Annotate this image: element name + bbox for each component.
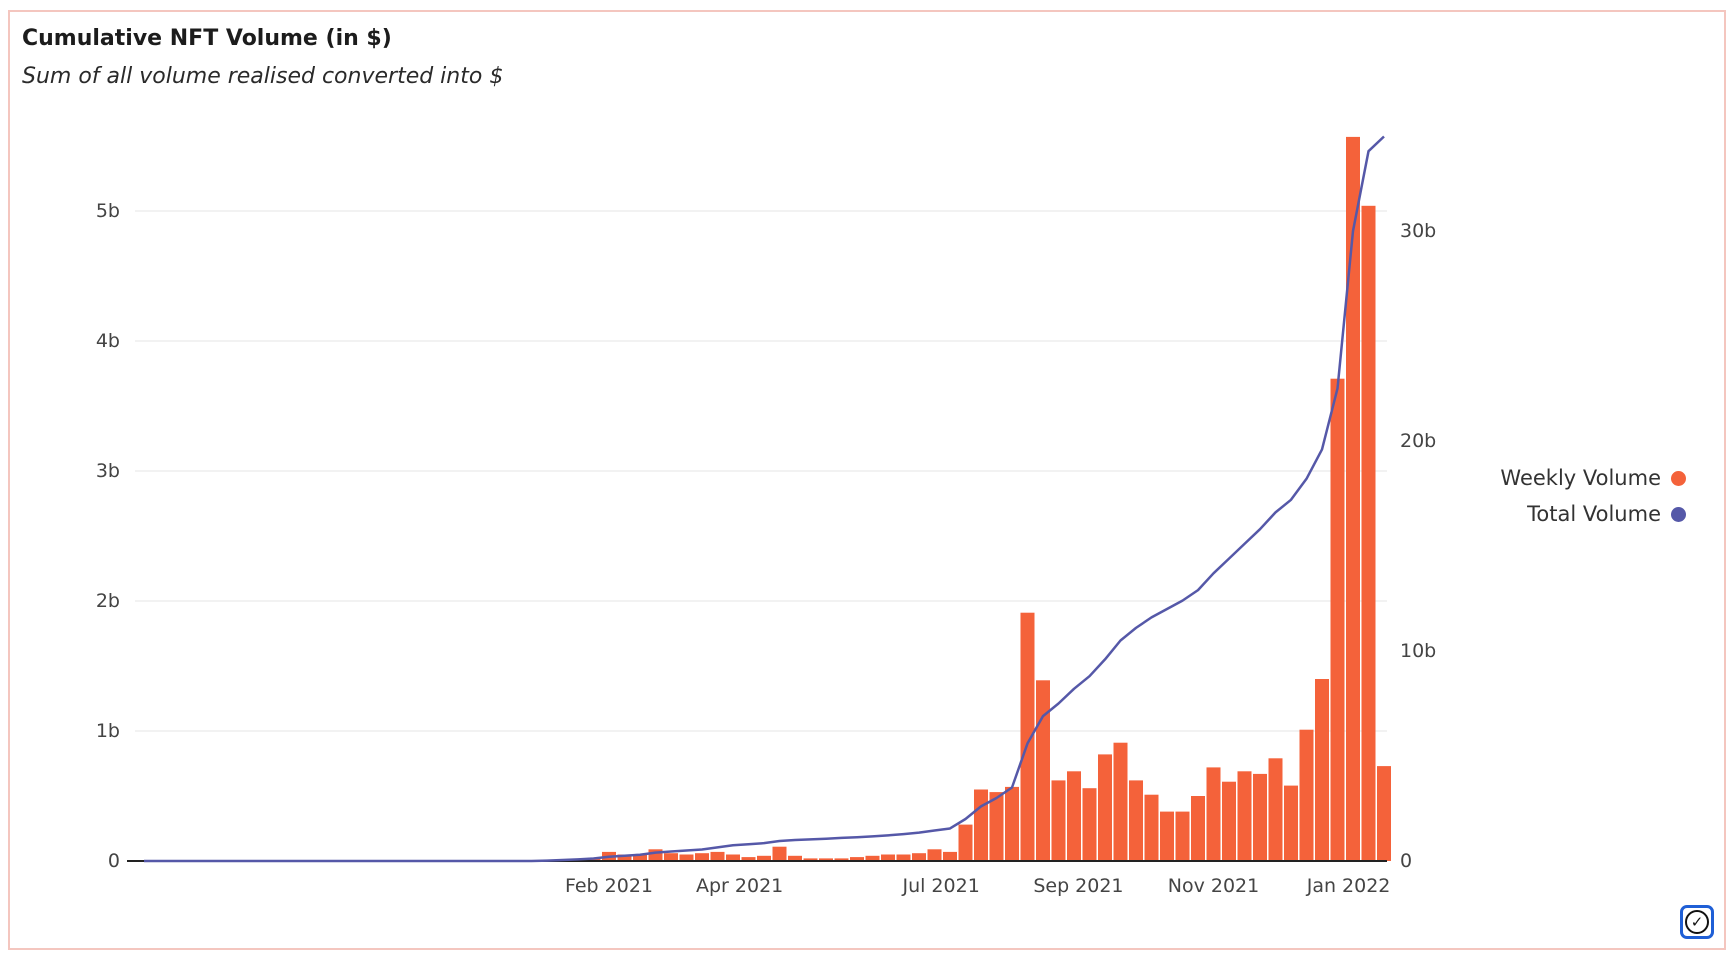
chart-subtitle: Sum of all volume realised converted int… xyxy=(22,64,504,89)
legend-item-weekly[interactable]: Weekly Volume xyxy=(1500,466,1686,490)
legend-label: Total Volume xyxy=(1527,502,1661,526)
weekly-volume-bar xyxy=(1206,767,1221,861)
weekly-volume-bar xyxy=(912,853,926,861)
weekly-volume-bar xyxy=(865,855,880,861)
y-right-tick-label: 10b xyxy=(1400,640,1436,662)
weekly-volume-bar xyxy=(1191,796,1205,861)
legend-item-total[interactable]: Total Volume xyxy=(1527,502,1686,526)
weekly-volume-bar xyxy=(1160,811,1174,861)
weekly-volume-bar xyxy=(633,854,647,861)
weekly-volume-bar xyxy=(757,855,771,861)
weekly-volume-bar xyxy=(1361,205,1376,862)
checkmark-icon: ✓ xyxy=(1685,910,1709,934)
chart-title: Cumulative NFT Volume (in $) xyxy=(22,26,392,51)
x-tick-label: Feb 2021 xyxy=(565,875,653,897)
weekly-volume-bar xyxy=(1144,794,1159,861)
weekly-volume-bar xyxy=(710,851,725,861)
weekly-volume-bar xyxy=(927,849,942,861)
weekly-volume-bar xyxy=(1051,780,1066,861)
weekly-volume-bar xyxy=(803,858,818,861)
weekly-volume-bar xyxy=(1020,612,1035,861)
total-volume-line xyxy=(144,135,1385,863)
weekly-volume-bar xyxy=(1284,785,1298,861)
y-left-tick-label: 3b xyxy=(96,460,120,482)
weekly-volume-bar xyxy=(1330,378,1345,861)
x-tick-label: Sep 2021 xyxy=(1033,875,1123,897)
weekly-volume-bar xyxy=(989,792,1004,861)
weekly-volume-bar xyxy=(1175,811,1190,861)
weekly-volume-bar xyxy=(1346,136,1360,861)
y-right-tick-label: 30b xyxy=(1400,220,1436,242)
y-right-tick-label: 0 xyxy=(1400,850,1412,872)
weekly-volume-bar xyxy=(850,857,864,861)
weekly-volume-bar xyxy=(1113,742,1128,861)
weekly-volume-bar xyxy=(772,846,787,861)
weekly-volume-bar xyxy=(819,858,833,861)
weekly-volume-bar xyxy=(1222,781,1236,861)
weekly-volume-bar xyxy=(1253,773,1267,861)
y-right-tick-label: 20b xyxy=(1400,430,1436,452)
x-tick-label: Jan 2022 xyxy=(1306,875,1391,897)
weekly-volume-bar xyxy=(726,854,740,861)
weekly-volume-bar xyxy=(617,854,632,861)
legend-dot-icon xyxy=(1671,470,1686,486)
weekly-volume-bar xyxy=(1315,679,1329,861)
y-left-tick-label: 4b xyxy=(96,330,120,352)
weekly-volume-bar xyxy=(1082,788,1097,861)
weekly-volume-bar xyxy=(943,851,957,861)
x-tick-label: Jul 2021 xyxy=(901,875,979,897)
weekly-volume-bar xyxy=(1268,758,1283,861)
y-left-tick-label: 1b xyxy=(96,720,120,742)
weekly-volume-bar xyxy=(834,858,849,861)
weekly-volume-bar xyxy=(1098,754,1112,861)
weekly-volume-bar xyxy=(1005,786,1019,861)
weekly-volume-bar xyxy=(695,853,709,861)
weekly-volume-bar xyxy=(648,849,663,861)
weekly-volume-bar xyxy=(1067,771,1081,861)
chart-card xyxy=(8,10,1726,950)
weekly-volume-bar xyxy=(664,853,678,861)
legend-dot-icon xyxy=(1671,506,1686,522)
weekly-volume-bar xyxy=(881,854,895,861)
weekly-volume-bar xyxy=(741,857,756,861)
weekly-volume-bar xyxy=(974,789,988,861)
legend-label: Weekly Volume xyxy=(1500,466,1661,490)
y-left-tick-label: 2b xyxy=(96,590,120,612)
weekly-volume-bar xyxy=(896,854,911,861)
weekly-volume-bar xyxy=(1299,729,1314,861)
weekly-volume-bar xyxy=(1237,771,1252,861)
x-tick-label: Apr 2021 xyxy=(696,875,783,897)
check-button[interactable]: ✓ xyxy=(1680,905,1714,939)
weekly-volume-bar xyxy=(788,855,802,861)
weekly-volume-bar xyxy=(958,824,973,861)
weekly-volume-bar xyxy=(1129,780,1143,861)
x-tick-label: Nov 2021 xyxy=(1168,875,1259,897)
weekly-volume-bar xyxy=(679,854,694,861)
weekly-volume-bar xyxy=(1377,766,1391,861)
y-left-tick-label: 0 xyxy=(108,850,120,872)
y-left-tick-label: 5b xyxy=(96,200,120,222)
weekly-volume-bar xyxy=(1036,680,1050,861)
